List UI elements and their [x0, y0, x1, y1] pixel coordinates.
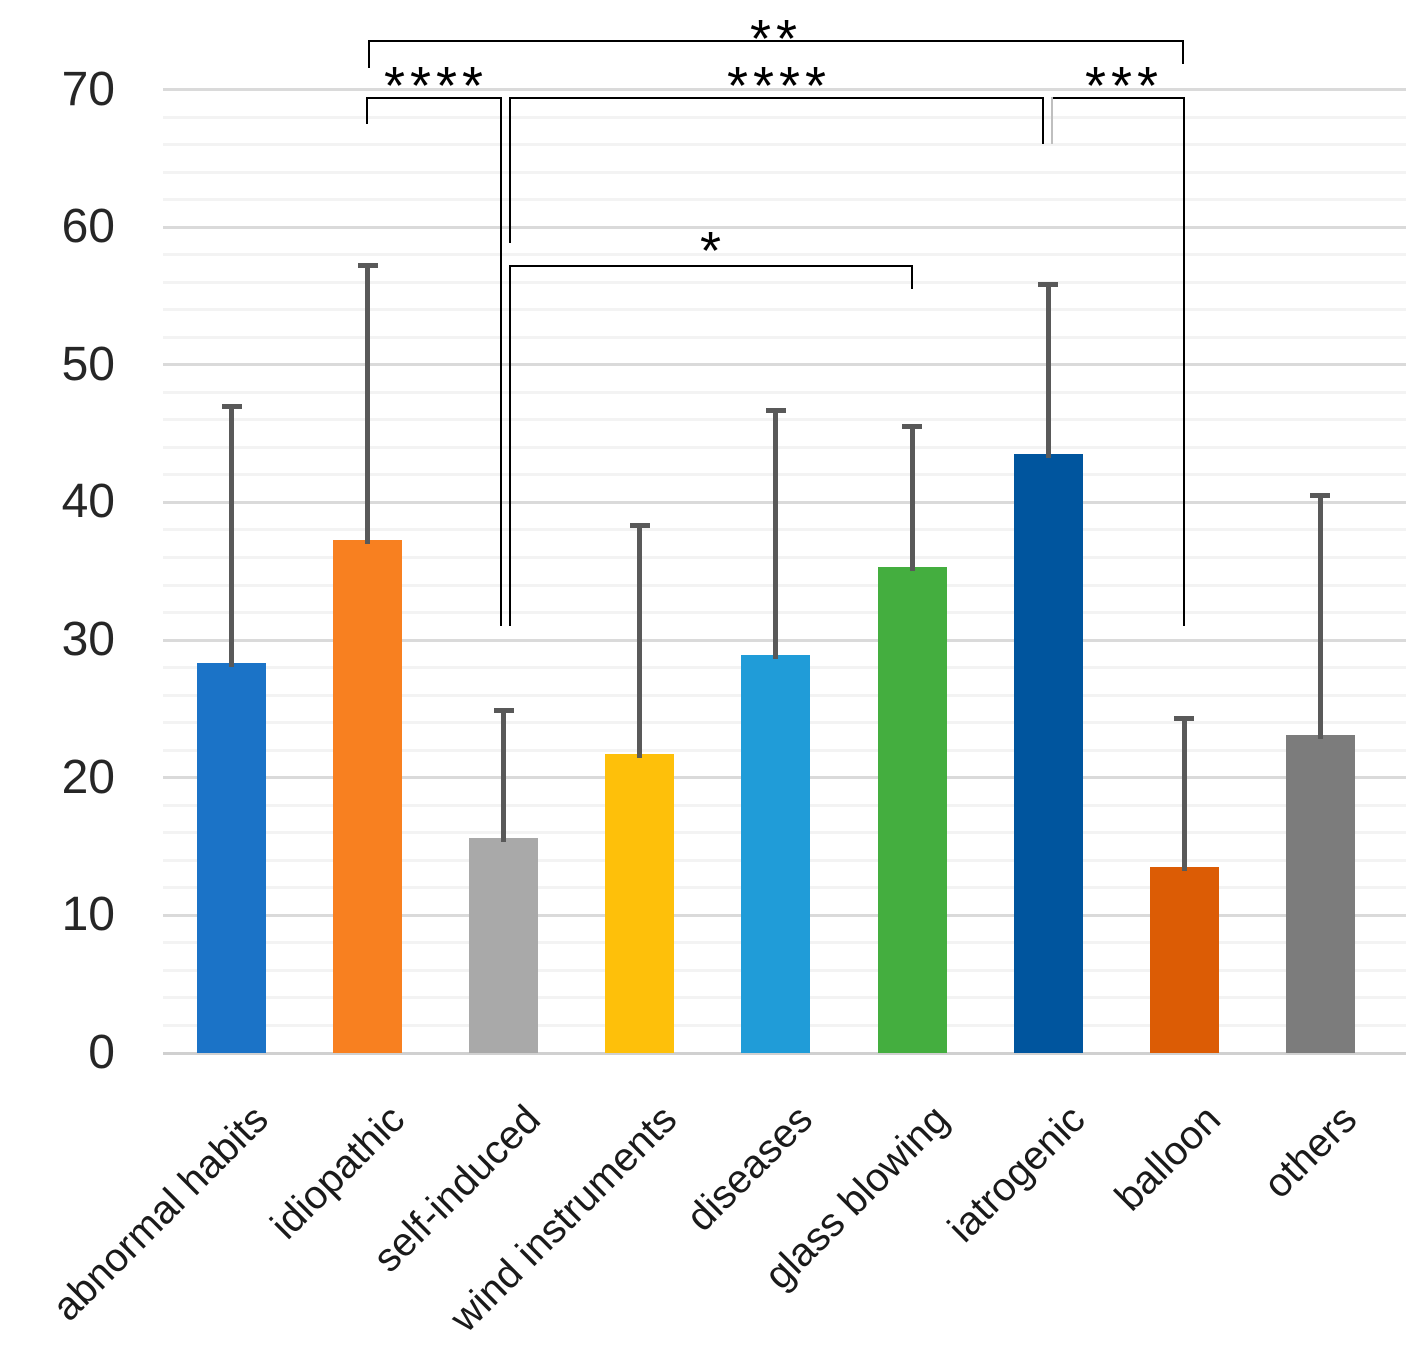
y-tick-label: 40 — [61, 475, 115, 529]
error-bar-whisker — [1181, 718, 1187, 872]
significance-bracket-segment — [509, 97, 511, 243]
y-tick-label: 70 — [61, 62, 115, 116]
error-bar-cap — [902, 424, 922, 430]
major-gridline — [163, 363, 1406, 367]
minor-gridline — [163, 418, 1406, 422]
error-bar-cap — [629, 523, 650, 529]
error-bar-cap — [1174, 716, 1195, 722]
bar-others — [1285, 735, 1355, 1053]
error-bar-whisker — [229, 406, 234, 668]
x-category-label: abnormal habits — [44, 1097, 277, 1330]
significance-bracket-segment — [366, 97, 502, 99]
significance-bracket-segment — [500, 97, 502, 626]
minor-gridline — [163, 198, 1406, 202]
y-tick-label: 0 — [88, 1026, 115, 1079]
minor-gridline — [163, 253, 1406, 257]
x-category-label: iatrogenic — [939, 1097, 1094, 1251]
bar-diseases — [741, 655, 811, 1053]
significance-bracket-segment — [509, 265, 511, 626]
minor-gridline — [163, 473, 1406, 477]
bar-glass-blowing — [877, 567, 947, 1053]
error-bar-whisker — [365, 265, 371, 544]
y-tick-label: 30 — [61, 613, 115, 667]
significance-bracket-segment — [911, 265, 913, 289]
y-tick-label: 50 — [61, 337, 115, 391]
error-bar-cap — [357, 263, 378, 269]
significance-stars: **** — [383, 56, 489, 116]
significance-stars: **** — [726, 56, 832, 116]
y-tick-label: 60 — [61, 200, 115, 254]
significance-stars: * — [699, 221, 727, 281]
minor-gridline — [163, 445, 1406, 449]
minor-gridline — [163, 528, 1406, 532]
bar-wind-instruments — [605, 754, 675, 1053]
minor-gridline — [163, 308, 1406, 312]
significance-stars: ** — [749, 9, 803, 69]
error-bar-whisker — [773, 410, 779, 660]
major-gridline — [163, 225, 1406, 229]
error-bar-whisker — [501, 710, 507, 843]
significance-bracket-segment — [366, 97, 368, 124]
y-tick-label: 20 — [61, 750, 115, 804]
significance-bracket-segment — [1042, 97, 1044, 144]
y-tick-label: 10 — [61, 888, 115, 942]
error-bar-cap — [1038, 282, 1059, 288]
significance-stars: *** — [1084, 56, 1164, 116]
minor-gridline — [163, 390, 1406, 394]
error-bar-cap — [221, 403, 242, 409]
x-category-label: balloon — [1106, 1097, 1230, 1220]
error-bar-whisker — [909, 426, 915, 572]
error-bar-cap — [493, 707, 514, 713]
significance-bracket-segment — [1183, 97, 1185, 626]
minor-gridline — [163, 335, 1406, 339]
major-gridline — [163, 500, 1406, 504]
x-category-label: others — [1255, 1097, 1366, 1207]
significance-bracket-segment — [1051, 97, 1053, 144]
significance-bracket-segment — [368, 40, 1184, 42]
significance-bracket-segment — [509, 97, 1044, 99]
significance-bracket-segment — [1051, 97, 1185, 99]
x-category-label: diseases — [678, 1097, 822, 1240]
bar-iatrogenic — [1013, 454, 1083, 1053]
error-bar-whisker — [637, 525, 643, 759]
bar-idiopathic — [333, 539, 403, 1053]
significance-bracket-segment — [1182, 40, 1184, 64]
bar-self-induced — [469, 838, 539, 1053]
error-bar-whisker — [1045, 284, 1051, 459]
error-bar-whisker — [1317, 495, 1323, 740]
significance-bracket-segment — [368, 40, 370, 68]
error-bar-cap — [1310, 493, 1331, 499]
x-category-label: wind instruments — [441, 1097, 685, 1341]
minor-gridline — [163, 143, 1406, 147]
minor-gridline — [163, 170, 1406, 174]
error-bar-cap — [765, 407, 786, 413]
bar-balloon — [1149, 867, 1219, 1053]
minor-gridline — [163, 280, 1406, 284]
significance-bracket-segment — [509, 265, 913, 267]
bar-abnormal-habits — [197, 663, 266, 1053]
